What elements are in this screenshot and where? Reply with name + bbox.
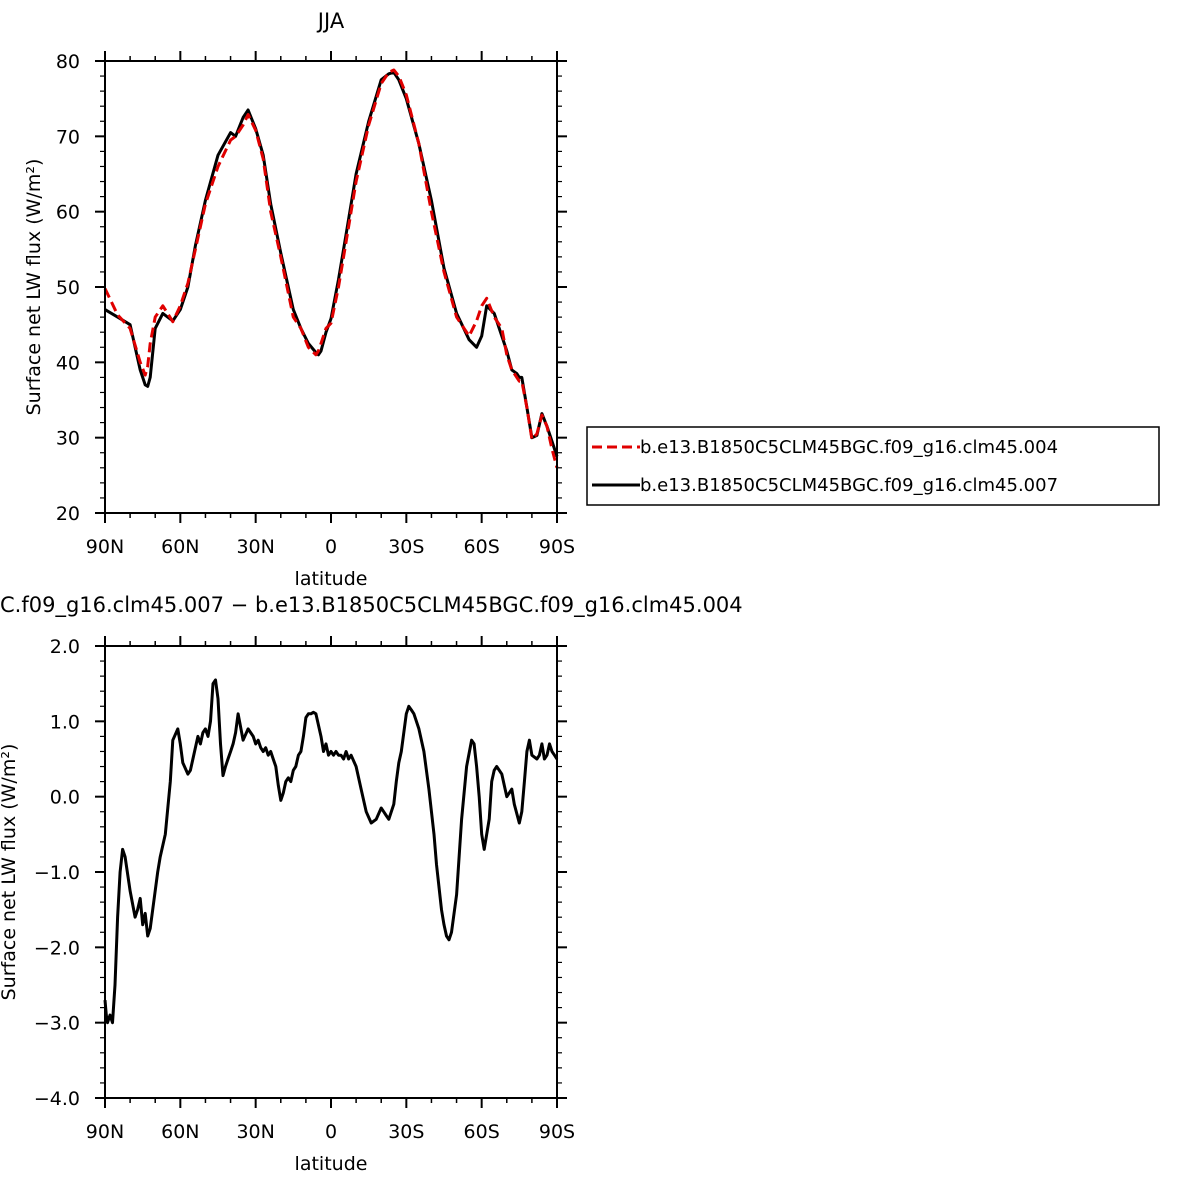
top-x-tick-labels: 90N 60N 30N 0 30S 60S 90S	[86, 536, 575, 558]
bottom-plot-frame	[104, 645, 558, 1099]
bottom-x-axis-title: latitude	[295, 1153, 368, 1175]
panel-bottom: C.f09_g16.clm45.007 − b.e13.B1850C5CLM45…	[0, 593, 743, 1175]
legend-label-series-2: b.e13.B1850C5CLM45BGC.f09_g16.clm45.007	[640, 475, 1058, 496]
top-y-axis-title: Surface net LW flux (W/m²)	[23, 159, 45, 416]
bottom-x-tick-label: 30N	[236, 1121, 274, 1143]
bottom-y-tick-label: −2.0	[34, 937, 80, 959]
bottom-y-tick-label: −1.0	[34, 862, 80, 884]
bottom-y-axis-title: Surface net LW flux (W/m²)	[0, 744, 20, 1001]
bottom-series-line-1	[103, 678, 559, 1025]
bottom-y-tick-labels: −4.0 −3.0 −2.0 −1.0 0.0 1.0 2.0	[34, 636, 80, 1110]
top-y-tick-labels: 20 30 40 50 60 70 80	[56, 51, 80, 525]
top-y-tick-label: 60	[56, 202, 80, 224]
top-plot-lines	[103, 68, 559, 469]
bottom-x-tick-label: 60N	[161, 1121, 199, 1143]
top-y-tick-label: 20	[56, 503, 80, 525]
top-x-tick-label: 30S	[388, 536, 424, 558]
top-plot-frame	[104, 60, 558, 514]
bottom-plot-lines	[103, 678, 559, 1025]
bottom-y-tick-label: −4.0	[34, 1088, 80, 1110]
top-y-tick-label: 50	[56, 277, 80, 299]
top-x-tick-label: 60S	[464, 536, 500, 558]
bottom-y-tick-label: −3.0	[34, 1013, 80, 1035]
bottom-y-tick-label: 0.0	[50, 787, 80, 809]
bottom-x-tick-label: 90S	[539, 1121, 575, 1143]
bottom-x-tick-labels: 90N 60N 30N 0 30S 60S 90S	[86, 1121, 575, 1143]
top-x-tick-label: 60N	[161, 536, 199, 558]
top-plot-title: JJA	[316, 9, 345, 33]
top-y-tick-label: 70	[56, 126, 80, 148]
bottom-x-tick-label: 90N	[86, 1121, 124, 1143]
top-axis-ticks	[95, 51, 567, 523]
top-y-tick-label: 80	[56, 51, 80, 73]
top-x-tick-label: 30N	[236, 536, 274, 558]
legend-label-series-1: b.e13.B1850C5CLM45BGC.f09_g16.clm45.004	[640, 437, 1058, 458]
top-x-tick-label: 90S	[539, 536, 575, 558]
bottom-x-tick-label: 0	[325, 1121, 337, 1143]
legend: b.e13.B1850C5CLM45BGC.f09_g16.clm45.004 …	[586, 426, 1160, 506]
bottom-y-tick-label: 1.0	[50, 711, 80, 733]
bottom-y-tick-label: 2.0	[50, 636, 80, 658]
legend-box	[586, 426, 1160, 506]
top-y-tick-label: 30	[56, 428, 80, 450]
top-x-tick-label: 90N	[86, 536, 124, 558]
bottom-x-tick-label: 60S	[464, 1121, 500, 1143]
panel-top: JJA 90N 60N 30N 0 30S 60S 90S 20 30 40 50 60 70 80 l…	[23, 9, 575, 590]
top-series-line-1	[103, 68, 559, 469]
bottom-plot-title: C.f09_g16.clm45.007 − b.e13.B1850C5CLM45…	[0, 593, 743, 618]
bottom-x-tick-label: 30S	[388, 1121, 424, 1143]
top-x-tick-label: 0	[325, 536, 337, 558]
top-x-axis-title: latitude	[295, 568, 368, 590]
top-y-tick-label: 40	[56, 352, 80, 374]
